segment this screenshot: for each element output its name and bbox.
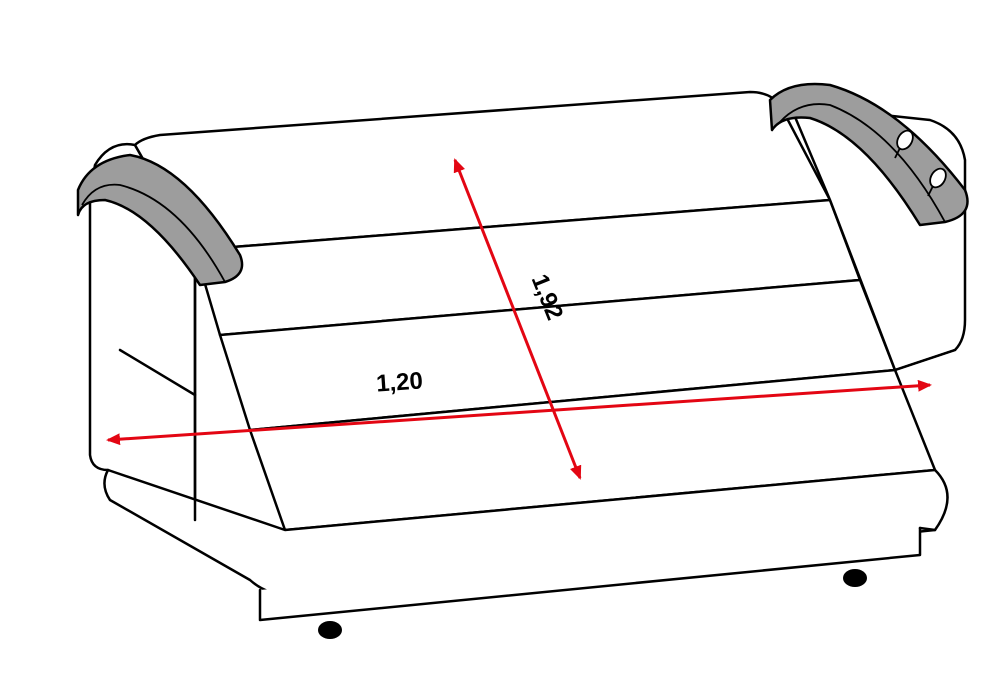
sofa-outline	[90, 92, 965, 620]
width-label: 1,20	[375, 367, 423, 397]
sofa-dimension-diagram: 1,92 1,20	[0, 0, 1000, 700]
